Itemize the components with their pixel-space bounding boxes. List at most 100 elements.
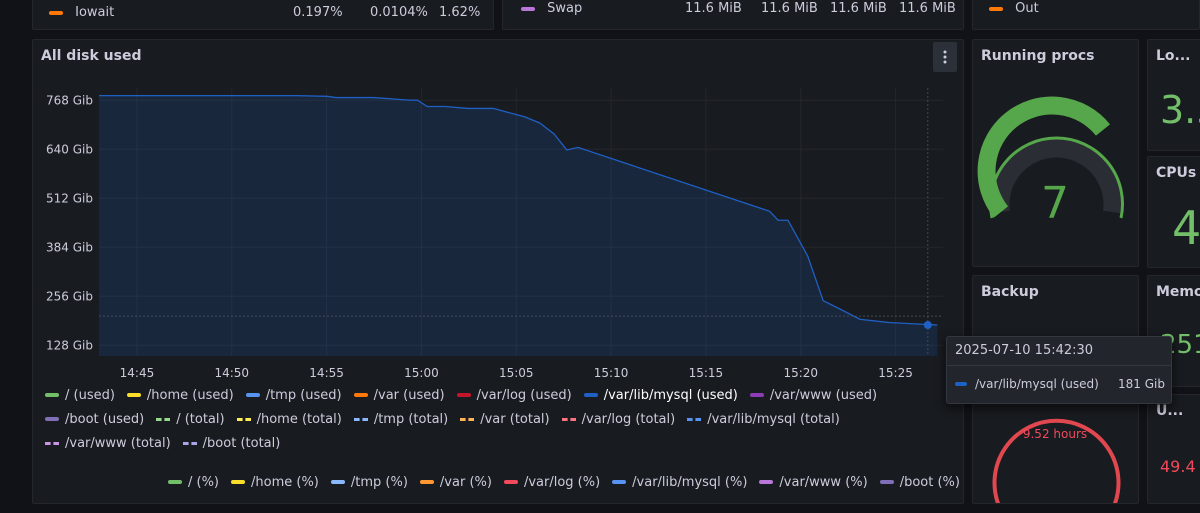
legend-item[interactable]: /var/www (total) — [45, 436, 171, 451]
series-area-mysql-used — [99, 95, 938, 357]
legend-row-2: /boot (used) / (total) /home (total) /tmp (… — [45, 410, 852, 427]
all-disk-used-panel: All disk used 128 Gib 256 Gib 384 Gib 512 G… — [32, 39, 964, 504]
legend-item[interactable]: /boot (total) — [182, 436, 281, 451]
legend-swatch — [353, 418, 368, 421]
legend-label: /var/www (total) — [65, 436, 171, 451]
legend-swatch — [182, 442, 197, 445]
legend-swatch — [460, 418, 475, 421]
legend-label: /boot (total) — [202, 436, 281, 451]
legend-label: /var/lib/mysql (total) — [707, 412, 840, 427]
x-tick-label: 14:55 — [309, 366, 344, 380]
tooltip-time: 2025-07-10 15:42:30 — [955, 343, 1094, 358]
x-tick-label: 15:20 — [783, 366, 818, 380]
legend-label: / (used) — [65, 387, 115, 403]
legend-swatch — [561, 418, 576, 421]
panel-menu-button[interactable] — [933, 42, 957, 72]
x-tick-label: 14:50 — [214, 366, 249, 380]
swap-swatch — [521, 6, 535, 11]
legend-item[interactable]: /var/www (used) — [749, 387, 878, 403]
out-label: Out — [1015, 1, 1039, 16]
iowait-max: 0.0104% — [370, 5, 428, 20]
legend-swatch — [583, 393, 598, 397]
legend-swatch — [45, 442, 59, 445]
legend-row-swap[interactable]: Swap — [521, 1, 582, 16]
legend-label: /var (total) — [480, 412, 550, 427]
legend-label: /var/log (total) — [581, 412, 676, 427]
running-procs-title: Running procs — [981, 48, 1095, 64]
legend-swatch — [231, 480, 246, 484]
legend-row-iowait[interactable]: Iowait — [49, 5, 114, 20]
iowait-last: 1.62% — [439, 5, 481, 20]
legend-row-1: / (used) /home (used) /tmp (used) /var (use… — [45, 386, 889, 403]
swap-label: Swap — [547, 1, 583, 16]
legend-item[interactable]: /var/lib/mysql (%) — [612, 475, 747, 490]
u-panel: U... 49.4 — [1147, 394, 1200, 504]
legend-label: /var/lib/mysql (used) — [603, 387, 738, 403]
legend-swatch — [245, 393, 260, 397]
legend-item[interactable]: /boot (%) — [879, 475, 960, 490]
legend-label: /tmp (%) — [350, 474, 408, 490]
load-value: 3.5 — [1160, 88, 1200, 132]
legend-item[interactable]: /var/lib/mysql (total) — [687, 412, 840, 427]
legend-item[interactable]: /home (total) — [236, 412, 342, 427]
x-tick-label: 15:25 — [878, 366, 913, 380]
tooltip-series: /var/lib/mysql (used) — [975, 377, 1099, 391]
legend-swatch — [456, 393, 471, 397]
legend-item[interactable]: / (%) — [168, 475, 219, 490]
tooltip-swatch — [955, 382, 967, 386]
disk-usage-chart[interactable]: 128 Gib 256 Gib 384 Gib 512 Gib 640 Gib 768 G… — [33, 70, 964, 415]
legend-label: /var (%) — [439, 474, 492, 490]
legend-swatch — [156, 418, 171, 421]
legend-item[interactable]: /var (used) — [353, 387, 445, 403]
legend-label: /var/www (used) — [769, 387, 878, 403]
legend-swatch — [168, 480, 182, 484]
legend-item[interactable]: /tmp (%) — [330, 474, 408, 490]
legend-item[interactable]: /var/lib/mysql (used) — [583, 387, 738, 403]
legend-item[interactable]: /tmp (used) — [245, 387, 342, 403]
legend-label: /home (total) — [256, 412, 342, 427]
chart-tooltip: 2025-07-10 15:42:30 /var/lib/mysql (used… — [946, 336, 1172, 404]
legend-item[interactable]: /tmp (total) — [353, 412, 448, 427]
hover-point — [923, 320, 932, 329]
network-stats-panel: Out — [972, 0, 1200, 30]
legend-item[interactable]: /boot (used) — [45, 412, 144, 427]
cpus-value: 4 — [1172, 201, 1200, 255]
u-title: U... — [1156, 403, 1184, 419]
legend-item[interactable]: /var/log (%) — [503, 475, 600, 490]
series-line-mysql-used — [99, 95, 938, 326]
legend-item[interactable]: / (used) — [45, 388, 115, 403]
legend-item[interactable]: /var (total) — [460, 412, 550, 427]
cpu-stats-panel: Iowait 0.197% 0.0104% 1.62% — [32, 0, 494, 30]
out-swatch — [989, 6, 1003, 11]
legend-label: /var/log (used) — [476, 387, 572, 403]
y-tick-label: 512 Gib — [46, 191, 93, 205]
legend-swatch — [419, 480, 434, 484]
legend-label: /home (%) — [251, 474, 319, 490]
cpus-panel: CPUs 4 — [1147, 156, 1200, 268]
legend-item[interactable]: /home (used) — [126, 387, 234, 403]
cpus-title: CPUs — [1156, 165, 1197, 181]
legend-label: /home (used) — [146, 387, 234, 403]
legend-item[interactable]: /home (%) — [231, 475, 319, 490]
legend-swatch — [45, 417, 59, 421]
swap-v4: 11.6 MiB — [899, 1, 956, 16]
legend-item[interactable]: /var/log (total) — [561, 412, 676, 427]
memory-stats-panel: Swap 11.6 MiB 11.6 MiB 11.6 MiB 11.6 MiB — [502, 0, 964, 30]
legend-row-3: /var/www (total) /boot (total) — [45, 434, 292, 451]
legend-swatch — [330, 480, 345, 484]
legend-swatch — [879, 480, 894, 484]
legend-label: /var (used) — [373, 387, 445, 403]
legend-item[interactable]: /var/www (%) — [759, 475, 868, 490]
legend-label: /tmp (used) — [265, 387, 342, 403]
y-tick-label: 640 Gib — [46, 142, 93, 156]
iowait-label: Iowait — [75, 5, 115, 20]
legend-label: / (total) — [176, 412, 225, 427]
panel-title: All disk used — [41, 48, 142, 64]
legend-row-out[interactable]: Out — [989, 1, 1039, 16]
running-procs-value: 7 — [1041, 178, 1069, 229]
x-tick-label: 15:00 — [404, 366, 439, 380]
legend-swatch — [45, 393, 59, 397]
legend-item[interactable]: /var (%) — [419, 474, 492, 490]
legend-item[interactable]: / (total) — [156, 412, 225, 427]
legend-item[interactable]: /var/log (used) — [456, 387, 572, 403]
